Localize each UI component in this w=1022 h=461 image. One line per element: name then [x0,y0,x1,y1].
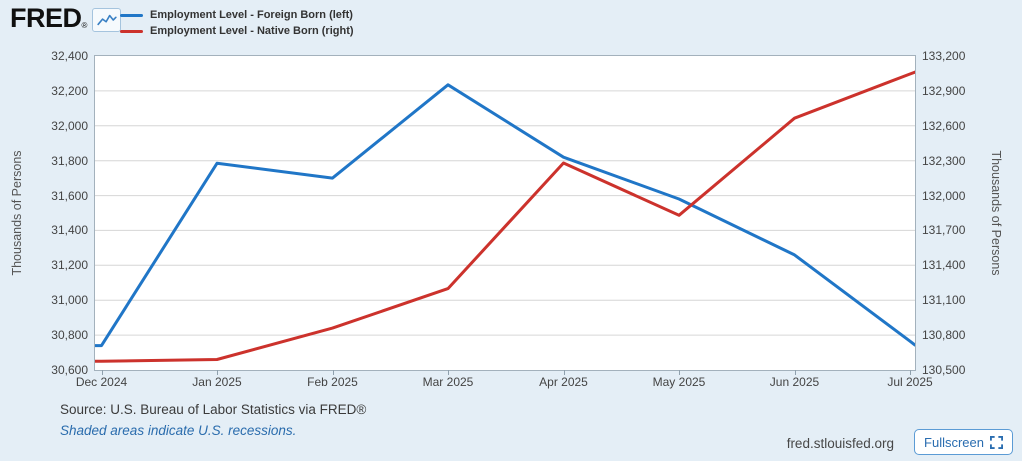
recession-note-link[interactable]: Shaded areas indicate U.S. recessions. [60,423,297,438]
left-axis-tick-label: 32,200 [51,83,88,98]
right-axis-tick-label: 131,700 [922,223,966,238]
legend-label: Employment Level - Foreign Born (left) [150,9,353,21]
legend-line-swatch-blue [120,13,143,17]
right-axis-tick-label: 131,400 [922,258,966,273]
left-axis-tick-label: 31,200 [51,258,88,273]
right-axis-tick-label: 133,200 [922,49,966,63]
right-axis-tick-label: 130,800 [922,328,966,343]
x-axis-tick-label: Jan 2025 [192,375,242,389]
right-axis-tick-label: 132,600 [922,118,966,133]
x-axis-tick-mark [217,370,218,375]
plot-area[interactable] [94,55,916,371]
x-axis-tick-label: Jun 2025 [769,375,820,389]
x-axis-tick-label: Mar 2025 [422,375,474,389]
left-axis-tick-label: 31,600 [51,188,88,203]
left-axis-tick-label: 30,600 [51,363,88,377]
x-axis-tick-mark [910,370,911,375]
chart-legend: Employment Level - Foreign Born (left) E… [120,7,354,39]
fred-logo-text: FRED [10,3,82,33]
source-note: Source: U.S. Bureau of Labor Statistics … [60,402,367,417]
fullscreen-button[interactable]: Fullscreen [914,429,1013,455]
left-axis-tick-label: 31,400 [51,223,88,238]
left-axis-tick-label: 32,000 [51,118,88,133]
series-line-left [95,83,915,348]
left-axis-tick-label: 31,000 [51,293,88,308]
chart-canvas [95,70,915,363]
legend-item-native-born[interactable]: Employment Level - Native Born (right) [120,23,354,39]
legend-line-swatch-red [120,29,143,33]
left-axis-tick-label: 30,800 [51,328,88,343]
fullscreen-label: Fullscreen [924,434,984,450]
x-axis-tick-label: Jul 2025 [887,375,933,389]
legend-item-foreign-born[interactable]: Employment Level - Foreign Born (left) [120,7,354,23]
x-axis-tick-mark [679,370,680,375]
legend-label: Employment Level - Native Born (right) [150,25,354,37]
registered-trademark: ® [81,21,88,30]
x-axis-tick-label: Dec 2024 [75,375,128,389]
x-axis-tick-mark [332,370,334,375]
x-axis-tick-mark [448,370,449,375]
x-axis-tick-label: Feb 2025 [307,375,358,389]
x-axis-tick-label: Apr 2025 [539,375,588,389]
fullscreen-icon [990,435,1003,449]
right-axis-tick-label: 132,000 [922,188,966,203]
left-axis-tick-label: 31,800 [51,153,88,168]
right-axis-tick-label: 132,900 [922,83,966,98]
right-axis-tick-label: 131,100 [922,293,966,308]
right-axis-tick-labels: 133,200 132,900 132,600 132,300 132,000 131,7… [922,0,1017,461]
x-axis-tick-mark [563,370,565,375]
x-axis-tick-mark [794,370,796,375]
left-axis-tick-labels: 32,400 32,200 32,000 31,800 31,600 31,400 31,2… [0,0,88,461]
x-axis-tick-label: May 2025 [652,375,706,389]
fred-url[interactable]: fred.stlouisfed.org [786,436,894,451]
right-axis-tick-label: 132,300 [922,153,966,168]
left-axis-tick-label: 32,400 [51,49,88,63]
series-line-right [95,70,915,363]
fred-logo[interactable]: FRED ® [10,3,122,33]
right-axis-tick-label: 130,500 [922,363,966,377]
fred-sparkline-icon [92,8,122,32]
x-axis-tick-mark [101,370,103,375]
